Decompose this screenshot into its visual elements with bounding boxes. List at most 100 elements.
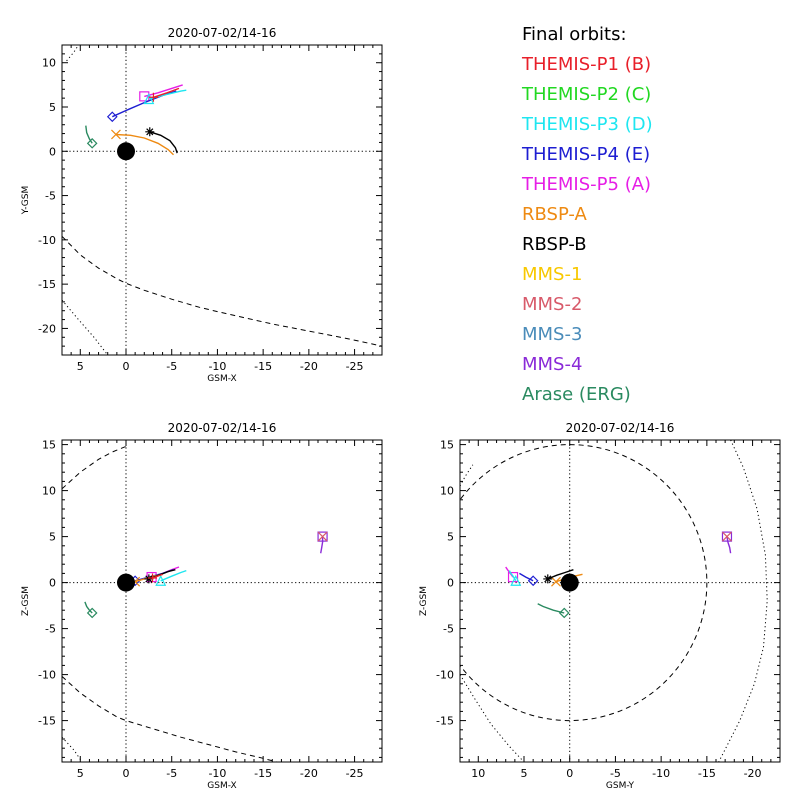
orbit-track [149,131,178,154]
orbit-series [314,0,323,3]
orbit-series [155,569,187,586]
orbit-marker [551,576,561,587]
orbit-track [85,125,93,144]
orbit-track [320,536,324,554]
legend-item: RBSP-A [522,204,588,225]
legend: Final orbits: THEMIS-P1 (B) THEMIS-P2 (C)… [521,24,653,405]
y-ticks: 15 10 5 0 -5 -10 -15 [38,439,382,758]
x-ticks: 10 5 0 -5 -10 -15 -20 [459,440,781,780]
orbit-marker [143,93,155,105]
orbit-marker [86,607,98,619]
x-tick-label: -10 [652,767,670,780]
orbit-marker [145,127,155,137]
x-ticks: 5 0 -5 -10 -15 -20 -25 [61,440,383,780]
x-tick-label: -10 [208,360,226,373]
y-ticks: -20 -15 -10 -5 0 5 10 [38,44,382,356]
y-tick-label: -20 [38,322,56,335]
y-tick-label: -5 [443,623,454,636]
x-tick-label: 0 [566,767,573,780]
y-tick-label: -10 [436,669,454,682]
legend-item: THEMIS-P2 (C) [521,84,651,105]
orbit-marker [722,531,732,542]
x-tick-label: -15 [698,767,716,780]
boundary-curve [62,299,109,355]
legend-item: THEMIS-P1 (B) [521,54,651,75]
orbit-series [145,127,178,154]
orbit-marker [144,574,154,584]
orbit-series [139,84,183,102]
orbit-track [84,601,93,614]
orbit-series [314,0,323,3]
orbit-marker [139,91,150,102]
plot-area [62,0,382,355]
y-tick-label: 10 [440,485,454,498]
orbit-series [519,572,539,587]
plot-frame [61,44,383,356]
y-tick-label: -5 [45,190,56,203]
panel-title: 2020-07-02/14-16 [168,421,277,435]
y-axis-label: Y-GSM [21,186,31,215]
orbit-track [547,569,574,580]
x-tick-label: 0 [123,360,130,373]
earth [117,573,135,592]
orbit-series [722,531,732,542]
x-tick-label: -20 [744,767,762,780]
plot-frame [61,439,383,763]
boundary-curve [62,235,382,347]
orbit-series [106,90,177,123]
orbit-series [85,125,98,149]
orbit-track [115,133,174,156]
orbit-series [543,569,574,584]
x-axis-label: GSM-Y [606,781,635,791]
orbit-series [508,570,522,586]
orbit-series [537,603,570,619]
orbit-series [317,531,328,554]
y-axis-label: Z-GSM [21,586,31,616]
orbit-marker [721,531,733,542]
x-tick-label: 5 [77,767,84,780]
y-ticks: 15 10 5 0 -5 -10 -15 [436,439,780,758]
x-axis-label: GSM-X [207,781,236,791]
x-tick-label: -20 [300,767,318,780]
orbit-marker [317,531,328,542]
legend-item: MMS-2 [522,294,582,315]
panels: 2020-07-02/14-16 GSM-X Y-GSM 5 0 -5 -10 -15 -20 -… [21,0,781,791]
orbit-series [148,573,163,583]
x-tick-label: 10 [471,767,485,780]
y-tick-label: -10 [38,234,56,247]
legend-item: RBSP-B [522,234,587,255]
x-tick-label: -25 [346,360,364,373]
y-tick-label: -5 [45,623,56,636]
x-tick-label: -25 [346,767,364,780]
legend-item: MMS-1 [522,264,582,285]
legend-item: THEMIS-P3 (D) [521,114,653,135]
orbit-track [144,84,183,98]
y-tick-label: -15 [436,715,454,728]
x-ticks: 5 0 -5 -10 -15 -20 -25 [61,45,383,373]
x-tick-label: -5 [166,360,177,373]
y-tick-label: 10 [42,485,56,498]
orbit-series [84,601,98,619]
y-tick-label: 15 [42,439,56,452]
plot-frame [459,439,781,763]
legend-item: THEMIS-P4 (E) [521,144,650,165]
x-tick-label: 0 [123,767,130,780]
legend-item: MMS-4 [522,354,582,375]
boundary-curve [62,676,278,762]
orbit-track [726,536,732,554]
orbit-marker [317,531,328,542]
boundary-curve [62,445,127,490]
y-tick-label: 0 [447,577,454,590]
orbit-marker [543,574,553,584]
earth [560,573,579,592]
orbit-marker [148,92,158,102]
orbit-marker [314,0,323,3]
legend-item: THEMIS-P5 (A) [521,174,651,195]
orbit-track [519,572,534,582]
panel-title: 2020-07-02/14-16 [566,421,675,435]
orbit-marker [155,574,167,586]
x-tick-label: -5 [166,767,177,780]
